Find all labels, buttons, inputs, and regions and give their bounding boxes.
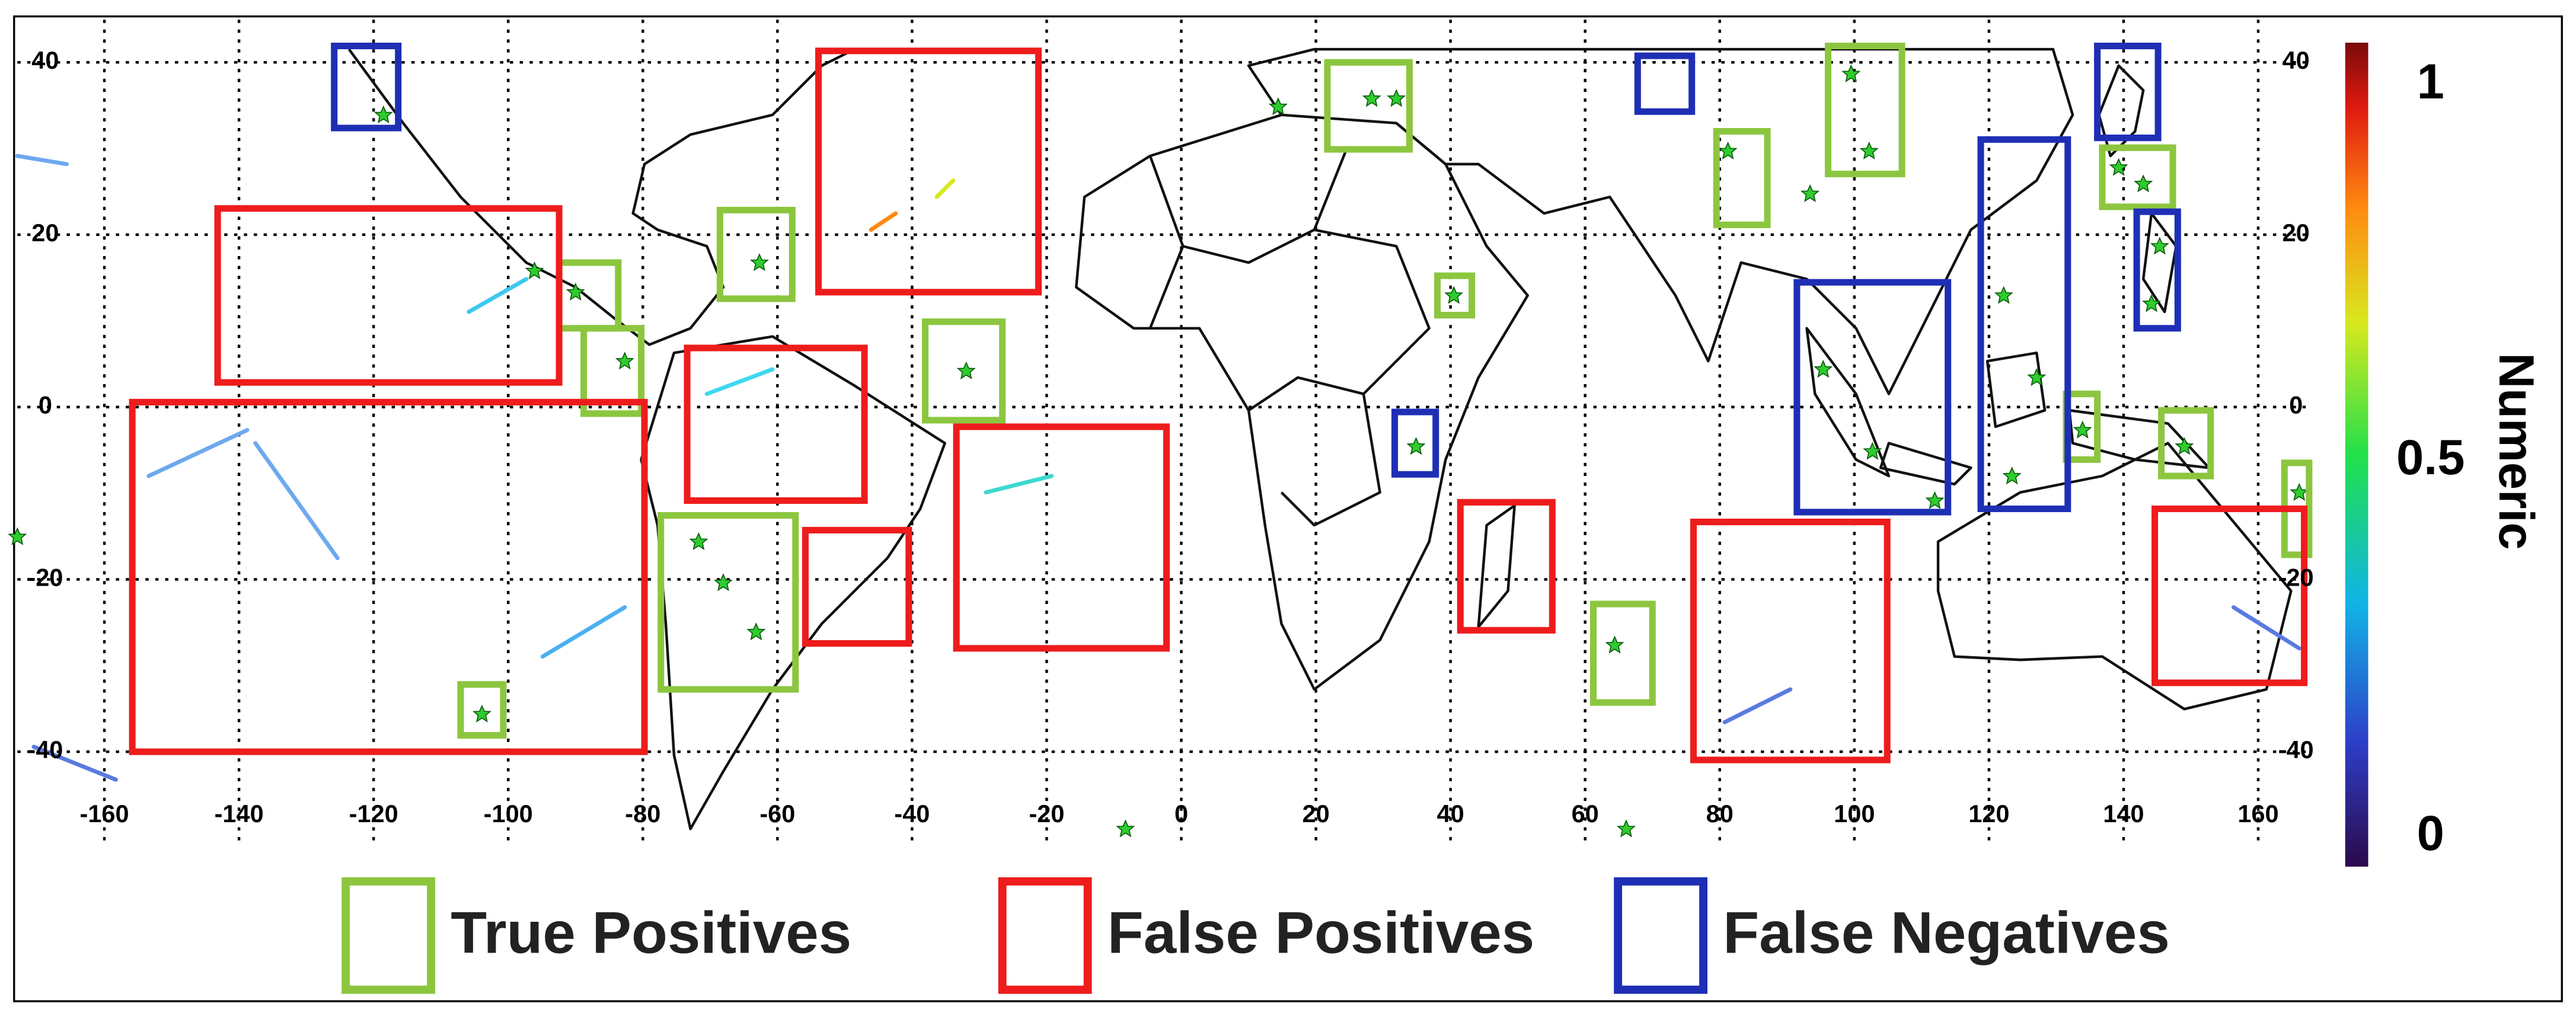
x-tick-label: 80 bbox=[1706, 800, 1734, 828]
x-tick-label: -140 bbox=[215, 800, 264, 828]
legend-swatch bbox=[341, 877, 436, 994]
y-tick-label: 40 bbox=[31, 46, 59, 74]
y-tick-label-right: 20 bbox=[2283, 219, 2310, 247]
tick-labels: -160 -140 -120 -100 -80 -60 -40 -20 0 20 40 60 80 100… bbox=[27, 46, 2313, 828]
x-tick-label: -40 bbox=[894, 800, 930, 828]
x-tick-label: -60 bbox=[759, 800, 795, 828]
y-tick-label-right: -20 bbox=[2278, 563, 2314, 591]
x-tick-label: 60 bbox=[1572, 800, 1599, 828]
x-tick-label: 20 bbox=[1302, 800, 1329, 828]
coastlines bbox=[347, 47, 2293, 830]
legend-swatch bbox=[1614, 877, 1707, 994]
y-tick-label: -40 bbox=[27, 736, 63, 763]
y-tick-label-right: 0 bbox=[2289, 391, 2303, 419]
colorbar-tick-label: 0 bbox=[2417, 806, 2444, 861]
frame bbox=[13, 15, 2563, 1002]
legend-swatch bbox=[998, 877, 1092, 994]
x-tick-label: -80 bbox=[625, 800, 660, 828]
legend: True Positives False Positives False Negat… bbox=[341, 877, 2170, 994]
colorbar-labels: 10.50 bbox=[2396, 54, 2465, 861]
grid bbox=[17, 20, 2308, 841]
x-tick-label: -160 bbox=[80, 800, 129, 828]
region-boxes bbox=[129, 42, 2313, 763]
x-tick-label: -20 bbox=[1029, 800, 1064, 828]
y-tick-label-right: -40 bbox=[2278, 736, 2314, 763]
x-tick-label: 160 bbox=[2237, 800, 2278, 828]
x-tick-label: 140 bbox=[2103, 800, 2144, 828]
colorbar-tick-label: 1 bbox=[2417, 54, 2444, 109]
y-tick-label-right: 40 bbox=[2283, 46, 2310, 74]
y-tick-label: 0 bbox=[39, 391, 52, 419]
legend-label: True Positives bbox=[451, 900, 851, 966]
colorbar-tick-label: 0.5 bbox=[2396, 430, 2465, 485]
colorbar bbox=[2345, 42, 2368, 867]
x-tick-label: 100 bbox=[1834, 800, 1875, 828]
legend-label: False Negatives bbox=[1723, 900, 2169, 966]
legend-label: False Positives bbox=[1107, 900, 1534, 966]
x-tick-label: -120 bbox=[349, 800, 398, 828]
x-tick-label: 120 bbox=[1968, 800, 2009, 828]
detections bbox=[15, 154, 2302, 782]
x-tick-label: 0 bbox=[1174, 800, 1188, 828]
y-tick-label: -20 bbox=[27, 563, 63, 591]
y-tick-label: 20 bbox=[31, 219, 59, 247]
colorbar-title: Numeric bbox=[2489, 353, 2544, 549]
x-tick-label: 40 bbox=[1437, 800, 1464, 828]
x-tick-label: -100 bbox=[484, 800, 533, 828]
